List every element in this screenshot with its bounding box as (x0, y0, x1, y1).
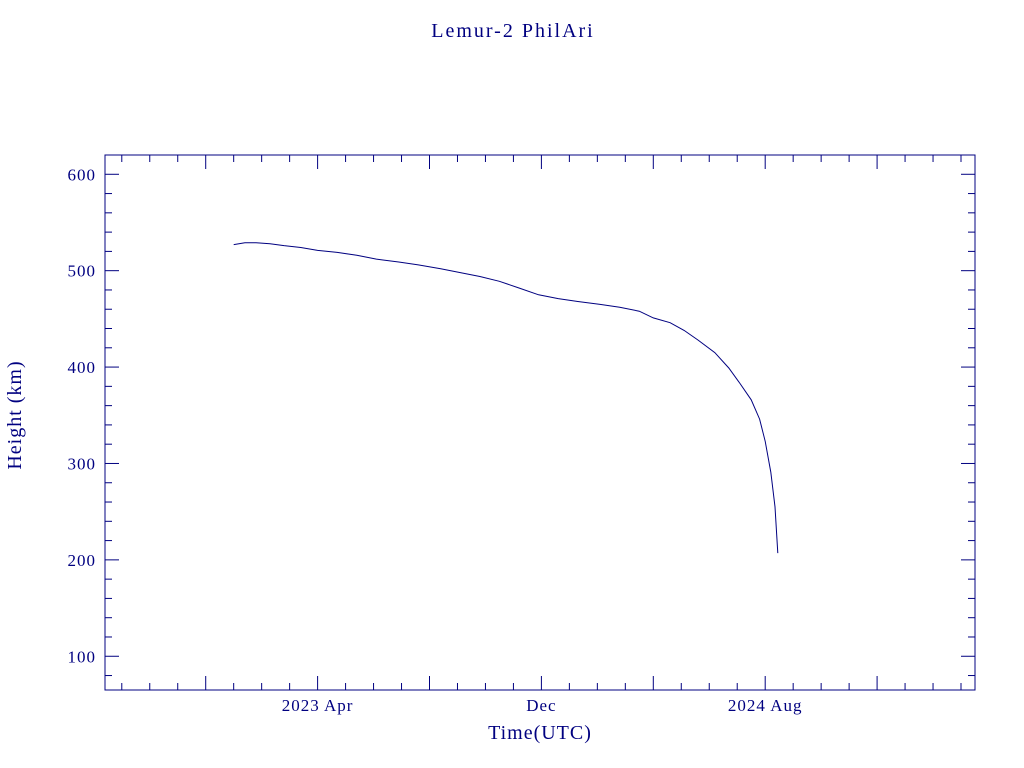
decay-curve (233, 242, 779, 554)
x-tick-label: 2023 Apr (282, 696, 354, 715)
x-tick-label: Dec (526, 696, 556, 715)
x-tick-label: 2024 Aug (728, 696, 803, 715)
chart-title: Lemur-2 PhilAri (431, 20, 594, 42)
y-tick-label: 500 (68, 262, 97, 281)
axis-tick-labels: 2023 Apr Dec 2024 Aug 100 200 300 400 500 600 (68, 165, 803, 715)
y-axis-label: Height (km) (4, 360, 26, 469)
y-tick-label: 600 (68, 165, 97, 184)
x-axis-label: Time(UTC) (488, 722, 592, 744)
plot-frame (104, 154, 976, 691)
y-tick-label: 100 (68, 647, 97, 666)
y-tick-label: 200 (68, 551, 97, 570)
axis-ticks (105, 155, 975, 690)
y-tick-label: 400 (68, 358, 97, 377)
y-tick-label: 300 (68, 454, 97, 473)
